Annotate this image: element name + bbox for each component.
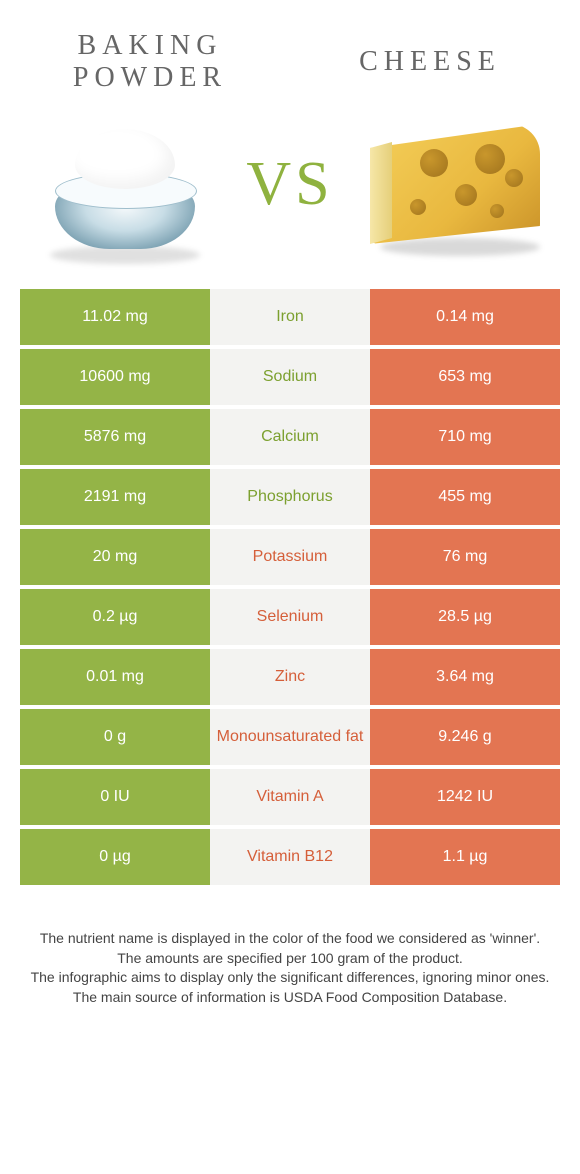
left-value-cell: 0.01 mg <box>20 649 210 705</box>
right-value-cell: 3.64 mg <box>370 649 560 705</box>
left-food-title-line2: POWDER <box>50 62 250 94</box>
nutrient-name-cell: Vitamin A <box>210 769 370 825</box>
right-value-cell: 710 mg <box>370 409 560 465</box>
left-value-cell: 0 µg <box>20 829 210 885</box>
infographic: BAKING POWDER CHEESE VS <box>0 0 580 1047</box>
left-value-cell: 0 IU <box>20 769 210 825</box>
footer-notes: The nutrient name is displayed in the co… <box>0 889 580 1017</box>
vs-label: VS <box>230 149 350 220</box>
right-value-cell: 0.14 mg <box>370 289 560 345</box>
table-row: 0 IUVitamin A1242 IU <box>20 769 560 825</box>
right-value-cell: 1.1 µg <box>370 829 560 885</box>
footer-line: The nutrient name is displayed in the co… <box>30 929 550 949</box>
right-value-cell: 653 mg <box>370 349 560 405</box>
left-value-cell: 5876 mg <box>20 409 210 465</box>
nutrient-name-cell: Potassium <box>210 529 370 585</box>
nutrient-name-cell: Monounsaturated fat <box>210 709 370 765</box>
left-value-cell: 11.02 mg <box>20 289 210 345</box>
left-value-cell: 0.2 µg <box>20 589 210 645</box>
left-value-cell: 0 g <box>20 709 210 765</box>
nutrient-name-cell: Calcium <box>210 409 370 465</box>
footer-line: The main source of information is USDA F… <box>30 988 550 1008</box>
nutrient-name-cell: Selenium <box>210 589 370 645</box>
table-row: 20 mgPotassium76 mg <box>20 529 560 585</box>
nutrient-name-cell: Phosphorus <box>210 469 370 525</box>
table-row: 10600 mgSodium653 mg <box>20 349 560 405</box>
table-row: 0.2 µgSelenium28.5 µg <box>20 589 560 645</box>
images-row: VS <box>0 94 580 289</box>
left-value-cell: 2191 mg <box>20 469 210 525</box>
table-row: 5876 mgCalcium710 mg <box>20 409 560 465</box>
left-value-cell: 10600 mg <box>20 349 210 405</box>
table-row: 0.01 mgZinc3.64 mg <box>20 649 560 705</box>
nutrient-name-cell: Zinc <box>210 649 370 705</box>
right-food-image <box>350 104 560 264</box>
footer-line: The infographic aims to display only the… <box>30 968 550 988</box>
nutrient-name-cell: Iron <box>210 289 370 345</box>
table-row: 0 µgVitamin B121.1 µg <box>20 829 560 885</box>
left-food-title-line1: BAKING <box>50 30 250 62</box>
nutrient-table: 11.02 mgIron0.14 mg10600 mgSodium653 mg5… <box>20 289 560 885</box>
right-value-cell: 76 mg <box>370 529 560 585</box>
left-value-cell: 20 mg <box>20 529 210 585</box>
nutrient-name-cell: Sodium <box>210 349 370 405</box>
table-row: 2191 mgPhosphorus455 mg <box>20 469 560 525</box>
right-value-cell: 28.5 µg <box>370 589 560 645</box>
left-food-title: BAKING POWDER <box>50 30 250 94</box>
nutrient-name-cell: Vitamin B12 <box>210 829 370 885</box>
table-row: 0 gMonounsaturated fat9.246 g <box>20 709 560 765</box>
right-value-cell: 1242 IU <box>370 769 560 825</box>
right-value-cell: 9.246 g <box>370 709 560 765</box>
right-value-cell: 455 mg <box>370 469 560 525</box>
left-food-image <box>20 109 230 259</box>
footer-line: The amounts are specified per 100 gram o… <box>30 949 550 969</box>
header-titles: BAKING POWDER CHEESE <box>0 20 580 94</box>
right-food-title: CHEESE <box>330 46 530 78</box>
table-row: 11.02 mgIron0.14 mg <box>20 289 560 345</box>
